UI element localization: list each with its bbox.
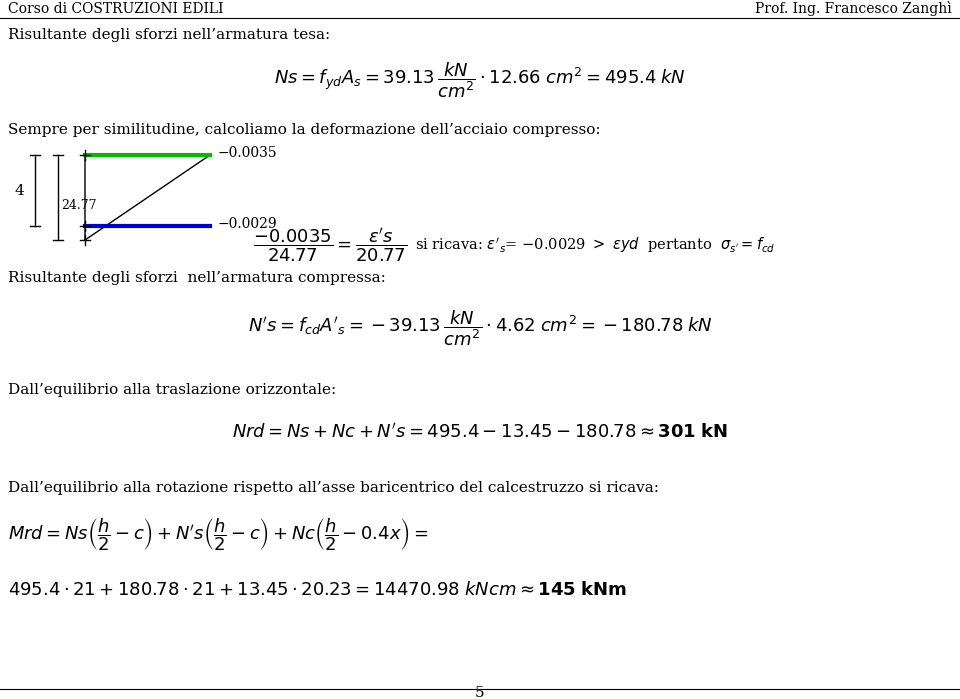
Text: 24.77: 24.77 <box>61 199 97 212</box>
Text: Dall’equilibrio alla traslazione orizzontale:: Dall’equilibrio alla traslazione orizzon… <box>8 383 336 397</box>
Text: 5: 5 <box>475 686 485 699</box>
Text: −0.0035: −0.0035 <box>218 146 277 160</box>
Text: Risultante degli sforzi  nell’armatura compressa:: Risultante degli sforzi nell’armatura co… <box>8 271 386 285</box>
Text: −0.0029: −0.0029 <box>218 217 277 231</box>
Text: Risultante degli sforzi nell’armatura tesa:: Risultante degli sforzi nell’armatura te… <box>8 28 330 42</box>
Text: si ricava: $\varepsilon'_s$= $-$0.0029 $>$ $\varepsilon yd$  pertanto  $\sigma_{: si ricava: $\varepsilon'_s$= $-$0.0029 $… <box>415 235 776 255</box>
Text: $N's = f_{cd}A'_s = -39.13\,\dfrac{kN}{cm^2} \cdot 4.62\;cm^2 = -180.78\;kN$: $N's = f_{cd}A'_s = -39.13\,\dfrac{kN}{c… <box>248 308 712 348</box>
Text: Dall’equilibrio alla rotazione rispetto all’asse baricentrico del calcestruzzo s: Dall’equilibrio alla rotazione rispetto … <box>8 481 659 495</box>
Text: Sempre per similitudine, calcoliamo la deformazione dell’acciaio compresso:: Sempre per similitudine, calcoliamo la d… <box>8 123 601 137</box>
Text: $495.4 \cdot 21 + 180.78 \cdot 21 + 13.45 \cdot 20.23 = 14470.98\;kNcm \approx \: $495.4 \cdot 21 + 180.78 \cdot 21 + 13.4… <box>8 581 627 599</box>
Text: Corso di COSTRUZIONI EDILI: Corso di COSTRUZIONI EDILI <box>8 2 224 16</box>
Text: $Mrd = Ns\left(\dfrac{h}{2} - c\right) + N's\left(\dfrac{h}{2} - c\right) + Nc\l: $Mrd = Ns\left(\dfrac{h}{2} - c\right) +… <box>8 517 428 554</box>
Text: $\dfrac{-0.0035}{24.77} = \dfrac{\varepsilon's}{20.77}$: $\dfrac{-0.0035}{24.77} = \dfrac{\vareps… <box>252 226 407 264</box>
Text: $Nrd = Ns + Nc + N's = 495.4 - 13.45 - 180.78 \approx \mathbf{301\;kN}$: $Nrd = Ns + Nc + N's = 495.4 - 13.45 - 1… <box>232 422 728 442</box>
Text: 4: 4 <box>14 184 24 198</box>
Text: Prof. Ing. Francesco Zanghì: Prof. Ing. Francesco Zanghì <box>756 1 952 17</box>
Text: $Ns = f_{yd}A_s = 39.13\,\dfrac{kN}{cm^2} \cdot 12.66\;cm^2 = 495.4\;kN$: $Ns = f_{yd}A_s = 39.13\,\dfrac{kN}{cm^2… <box>274 60 686 100</box>
